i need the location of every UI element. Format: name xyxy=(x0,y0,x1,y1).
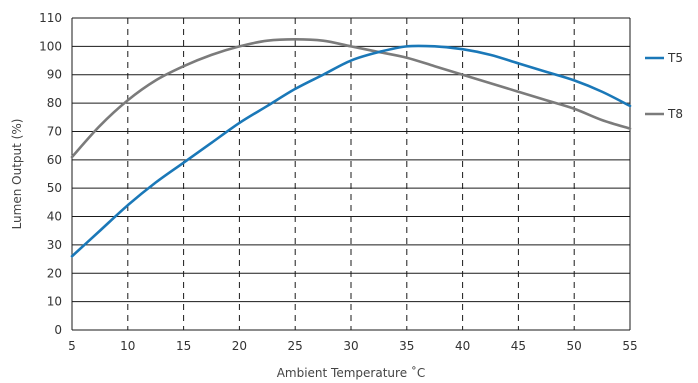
x-tick-label: 35 xyxy=(399,339,414,353)
y-tick-label: 30 xyxy=(47,238,62,252)
x-tick-label: 40 xyxy=(455,339,470,353)
y-axis-label: Lumen Output (%) xyxy=(10,119,24,230)
y-tick-label: 90 xyxy=(47,68,62,82)
y-tick-label: 20 xyxy=(47,266,62,280)
x-tick-label: 55 xyxy=(622,339,637,353)
y-tick-label: 80 xyxy=(47,96,62,110)
axes xyxy=(71,18,631,330)
x-tick-label: 45 xyxy=(511,339,526,353)
legend-label-t5: T5 xyxy=(667,51,683,65)
legend: T5 T8 xyxy=(645,51,683,121)
y-tick-label: 40 xyxy=(47,210,62,224)
y-tick-label: 100 xyxy=(39,39,62,53)
y-tick-label: 0 xyxy=(54,323,62,337)
x-tick-label: 20 xyxy=(232,339,247,353)
x-tick-label: 5 xyxy=(68,339,76,353)
x-tick-label: 25 xyxy=(288,339,303,353)
legend-label-t8: T8 xyxy=(667,107,683,121)
tick-labels: 0 10 20 30 40 50 60 70 80 90 100 110 5 10 15 20 25 30 35 40… xyxy=(39,11,638,353)
x-axis-label: Ambient Temperature ˚C xyxy=(277,365,426,380)
x-tick-label: 10 xyxy=(120,339,135,353)
grid xyxy=(72,17,630,331)
y-tick-label: 10 xyxy=(47,295,62,309)
y-tick-label: 60 xyxy=(47,153,62,167)
y-tick-label: 110 xyxy=(39,11,62,25)
series xyxy=(70,37,632,258)
x-tick-label: 50 xyxy=(567,339,582,353)
y-tick-label: 70 xyxy=(47,124,62,138)
x-tick-label: 15 xyxy=(176,339,191,353)
series-line-t8 xyxy=(70,37,632,159)
y-tick-label: 50 xyxy=(47,181,62,195)
x-tick-label: 30 xyxy=(343,339,358,353)
series-line-t5 xyxy=(70,44,632,258)
